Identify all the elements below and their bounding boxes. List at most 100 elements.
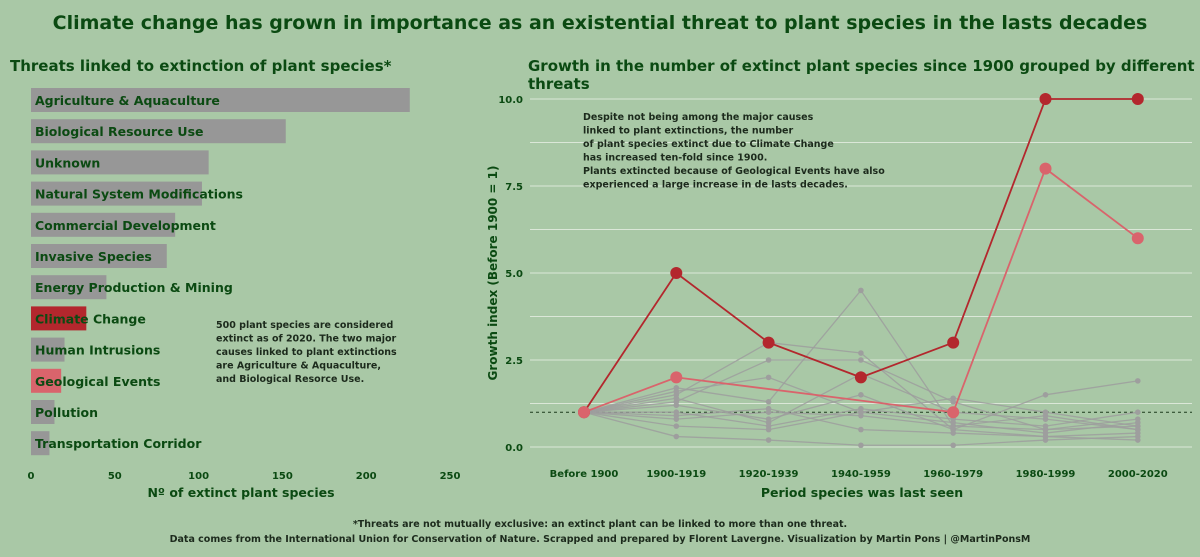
other-series-point	[950, 430, 956, 436]
bar-category-label: Commercial Development	[35, 218, 216, 233]
series-point	[1039, 162, 1052, 175]
y-tick-label: 7.5	[505, 182, 523, 193]
other-series-point	[765, 405, 772, 412]
other-series-point	[765, 398, 772, 405]
bar-annotation-line: 500 plant species are considered	[216, 320, 393, 331]
bar-category-label: Unknown	[35, 155, 100, 170]
line-annotation-line: has increased ten-fold since 1900.	[583, 153, 767, 164]
other-series-point	[765, 357, 772, 363]
bar-annotation-line: causes linked to plant extinctions	[216, 347, 397, 358]
series-point	[1039, 93, 1052, 105]
other-series-point	[1042, 409, 1049, 416]
other-series-point	[1135, 437, 1141, 443]
line-chart-title: Growth in the number of extinct plant sp…	[528, 57, 1195, 93]
x-tick-label: 250	[440, 471, 461, 482]
other-series-point	[950, 442, 956, 449]
bar	[31, 212, 176, 237]
bar	[31, 337, 65, 362]
bar-annotation-line: are Agriculture & Aquaculture,	[216, 361, 381, 372]
bar-category-label: Climate Change	[35, 311, 146, 326]
other-series-point	[1042, 416, 1049, 422]
bar-category-label: Natural System Modifications	[35, 187, 243, 202]
series-point	[947, 406, 960, 419]
line-annotation-line: experienced a large increase in de lasts…	[583, 180, 848, 191]
bar	[31, 368, 62, 393]
other-series-point	[950, 395, 956, 402]
bar-annotation-line: and Biological Resorce Use.	[216, 374, 364, 385]
other-series-point	[858, 357, 864, 363]
footer-note: *Threats are not mutually exclusive: an …	[352, 519, 848, 530]
y-tick-label: 5.0	[505, 269, 523, 280]
other-series-point	[673, 433, 680, 440]
x-tick-label: 50	[108, 471, 122, 482]
other-series-point	[858, 350, 864, 356]
other-series-point	[1135, 423, 1141, 429]
bar-category-label: Transportation Corridor	[35, 436, 202, 451]
other-series-line	[583, 341, 1138, 438]
page-title: Climate change has grown in importance a…	[52, 12, 1148, 34]
bar-category-label: Pollution	[35, 405, 98, 420]
bar-chart-title: Threats linked to extinction of plant sp…	[10, 57, 392, 75]
line-annotation-line: Despite not being among the major causes	[583, 112, 814, 123]
other-series-point	[1135, 378, 1141, 384]
series-point	[854, 371, 867, 384]
other-series-point	[765, 374, 772, 381]
y-tick-label: 0.0	[505, 443, 523, 454]
other-series-point	[673, 388, 680, 395]
other-series-point	[673, 402, 680, 409]
line-annotation-line: of plant species extinct due to Climate …	[583, 139, 834, 150]
line-annotation-line: Plants extincted because of Geological E…	[583, 166, 885, 177]
y-tick-label: 10.0	[498, 95, 523, 106]
x-axis-label: Period species was last seen	[761, 485, 963, 500]
x-tick-label: 100	[188, 471, 209, 482]
other-series-point	[858, 392, 864, 398]
other-series-point	[673, 412, 680, 419]
line-annotation-line: linked to plant extinctions, the number	[583, 126, 793, 137]
other-series-line	[583, 380, 1138, 431]
bar-category-label: Human Intrusions	[35, 343, 160, 358]
bar-category-label: Agriculture & Aquaculture	[35, 93, 220, 108]
x-tick-label: 1920-1939	[739, 469, 799, 480]
x-tick-label: 0	[28, 471, 35, 482]
bar	[31, 119, 286, 144]
other-series-point	[950, 419, 956, 426]
x-tick-label: 1900-1919	[646, 469, 706, 480]
other-series-point	[858, 409, 864, 416]
series-point	[1131, 232, 1144, 245]
other-series-point	[673, 395, 680, 402]
footer-credits: Data comes from the International Union …	[169, 534, 1031, 545]
series-point	[578, 406, 590, 419]
series-point	[762, 336, 775, 349]
x-tick-label: 1940-1959	[831, 469, 891, 480]
bar	[31, 400, 55, 424]
y-tick-label: 2.5	[505, 356, 523, 367]
bar-category-label: Biological Resource Use	[35, 124, 204, 139]
x-tick-label: 2000-2020	[1108, 469, 1168, 480]
bar	[31, 150, 209, 175]
other-series-point	[1042, 392, 1049, 398]
bar	[31, 275, 107, 300]
y-axis-label: Growth index (Before 1900 = 1)	[486, 166, 500, 381]
bar	[31, 306, 87, 331]
other-series-point	[858, 442, 864, 449]
other-series-point	[673, 423, 680, 429]
bar-annotation-line: extinct as of 2020. The two major	[216, 334, 397, 345]
other-series-point	[1042, 433, 1049, 440]
x-tick-label: 150	[272, 471, 293, 482]
x-tick-label: 1980-1999	[1016, 469, 1076, 480]
x-tick-label: 1960-1979	[923, 469, 983, 480]
bar-category-label: Invasive Species	[35, 249, 152, 264]
bar-category-label: Geological Events	[35, 374, 160, 389]
x-axis-label: Nº of extinct plant species	[147, 485, 334, 500]
series-point	[1131, 93, 1144, 105]
other-series-point	[765, 419, 772, 426]
series-point	[670, 371, 683, 384]
bar	[31, 244, 167, 268]
other-series-point	[765, 426, 772, 433]
bar	[31, 181, 202, 206]
other-series-point	[858, 287, 864, 294]
series-point	[670, 267, 683, 279]
other-series-point	[1135, 409, 1141, 416]
x-tick-label: 200	[356, 471, 377, 482]
